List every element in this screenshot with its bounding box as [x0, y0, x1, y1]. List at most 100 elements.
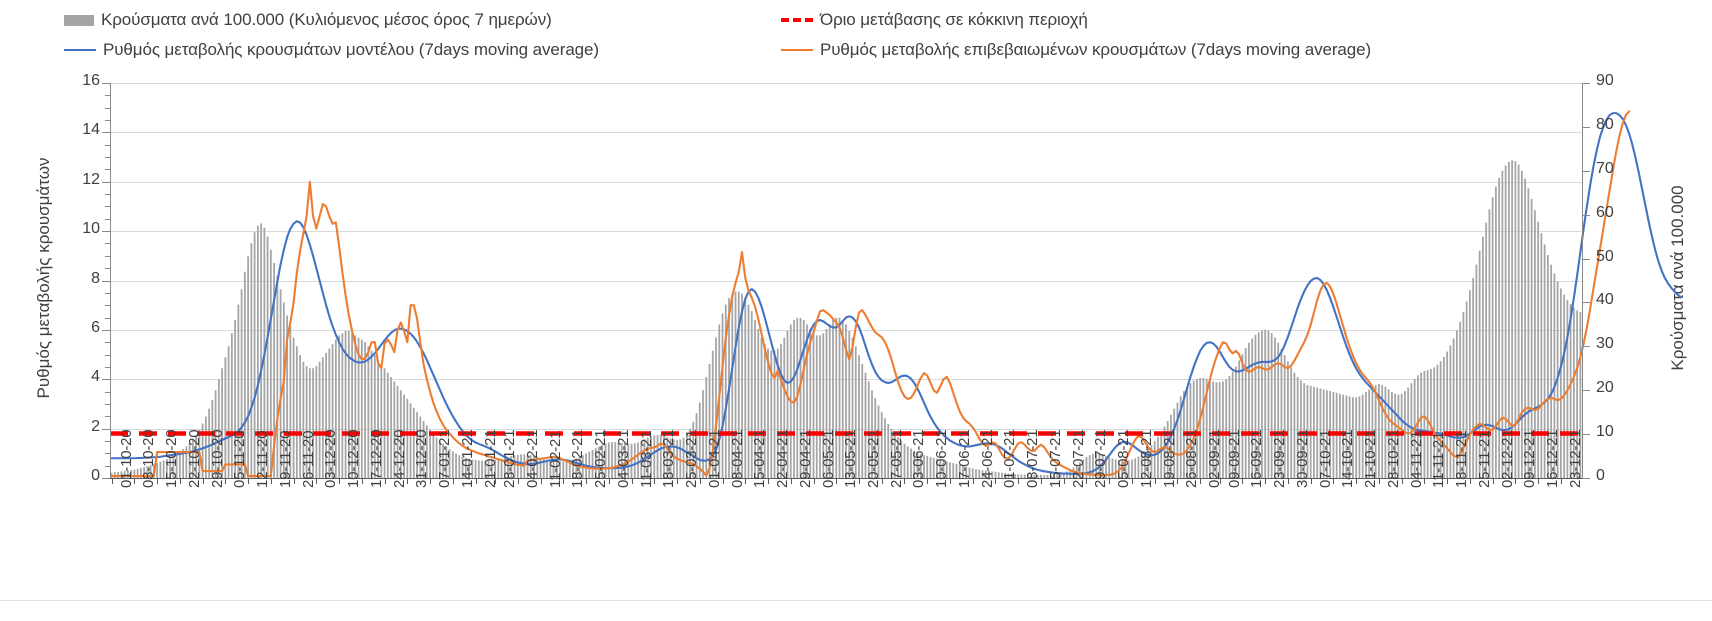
y-axis-right-tick-mark — [1582, 302, 1590, 304]
x-axis-tick-label: 23-09-21 — [1271, 429, 1289, 488]
x-axis-tick-mark — [111, 478, 113, 484]
x-axis-tick-label: 01-04-21 — [705, 429, 723, 488]
x-axis-tick-mark — [995, 478, 997, 484]
x-axis-tick-mark — [179, 478, 181, 484]
x-axis-tick-mark — [949, 478, 951, 484]
x-axis-tick-mark — [339, 478, 341, 484]
bar-series-layer — [110, 160, 1582, 479]
x-axis-tick-mark — [1200, 478, 1202, 484]
y-axis-left-minor-tick — [105, 453, 110, 455]
y-axis-right-tick-mark — [1582, 390, 1590, 392]
legend-item-model-line[interactable]: Ρυθμός μεταβολής κρουσμάτων μοντέλου (7d… — [64, 39, 599, 61]
y-axis-left-minor-tick — [105, 342, 110, 344]
y-axis-right-line — [1582, 83, 1583, 478]
line-swatch-icon — [64, 49, 96, 51]
y-axis-left-tick-label: 0 — [91, 467, 100, 484]
legend-label-model-line: Ρυθμός μεταβολής κρουσμάτων μοντέλου (7d… — [103, 40, 599, 59]
y-axis-left-tick-mark — [102, 428, 110, 430]
y-axis-left-minor-tick — [105, 465, 110, 467]
x-axis-tick-mark — [1063, 478, 1065, 484]
x-axis-tick-mark — [1109, 478, 1111, 484]
x-axis-tick-mark — [768, 478, 769, 484]
x-axis-tick-label: 01-07-21 — [1001, 429, 1019, 488]
x-axis-tick-label: 21-10-21 — [1362, 429, 1380, 488]
y-axis-right-tick-label: 70 — [1596, 159, 1614, 177]
y-axis-right-tick-label: 10 — [1596, 423, 1614, 441]
gridline — [110, 181, 1582, 183]
y-axis-left-minor-tick — [105, 169, 110, 171]
y-axis-left-minor-tick — [105, 440, 110, 442]
x-axis-tick-mark — [1333, 478, 1335, 484]
x-axis-tick-mark — [1131, 478, 1133, 484]
y-axis-left-tick-label: 16 — [82, 72, 100, 89]
legend-item-confirmed-line[interactable]: Ρυθμός μεταβολής επιβεβαιωμένων κρουσμάτ… — [781, 39, 1371, 61]
x-axis-tick-mark — [699, 478, 701, 484]
y-axis-left-minor-tick — [105, 157, 110, 159]
y-axis-left-tick-mark — [102, 83, 110, 84]
x-axis-line — [110, 478, 1582, 479]
x-axis-tick-mark — [972, 478, 974, 484]
x-axis-tick-label: 16-09-21 — [1248, 429, 1266, 488]
x-axis-tick-label: 19-11-20 — [276, 430, 294, 488]
x-axis-tick-label: 10-12-20 — [345, 429, 363, 488]
y-axis-right-tick-label: 40 — [1596, 291, 1614, 309]
x-axis-tick-label: 09-09-21 — [1225, 429, 1243, 488]
x-axis-tick-mark — [384, 478, 386, 484]
x-axis-tick-label: 11-02-21 — [546, 430, 564, 488]
x-axis-tick-label: 03-12-20 — [322, 429, 340, 488]
x-axis-tick-mark — [407, 478, 409, 484]
x-axis-tick-mark — [1515, 478, 1517, 484]
x-axis-tick-mark — [927, 478, 929, 484]
y-axis-left-tick-label: 14 — [82, 121, 100, 139]
y-axis-left-minor-tick — [105, 403, 110, 405]
x-axis-tick-mark — [157, 478, 159, 484]
y-axis-left-tick-label: 10 — [82, 220, 100, 238]
x-axis-tick-mark — [836, 478, 838, 484]
y-axis-right-tick-label: 20 — [1596, 379, 1614, 397]
legend-item-threshold[interactable]: Όριο μετάβασης σε κόκκινη περιοχή — [781, 9, 1088, 31]
gridline — [110, 132, 1582, 134]
y-axis-right-tick-label: 30 — [1596, 335, 1614, 353]
x-axis-tick-label: 15-04-21 — [751, 429, 769, 488]
gridline — [110, 280, 1582, 282]
legend-item-cases-bars[interactable]: Κρούσματα ανά 100.000 (Κυλιόμενος μέσος … — [64, 9, 552, 31]
x-axis-tick-mark — [248, 478, 250, 484]
y-axis-left-tick-label: 2 — [91, 417, 100, 435]
x-axis-tick-label: 04-11-21 — [1407, 430, 1425, 488]
y-axis-left-tick-label: 8 — [91, 269, 100, 287]
x-axis-tick-mark — [1356, 478, 1358, 484]
y-axis-right-title: Κρούσματα ανά 100.000 — [1668, 185, 1687, 371]
x-axis-tick-mark — [1447, 478, 1449, 484]
x-axis-tick-label: 01-10-20 — [117, 429, 135, 488]
x-axis-tick-mark — [904, 478, 906, 484]
y-axis-left-tick-mark — [102, 478, 110, 479]
x-axis-tick-mark — [361, 478, 363, 484]
x-axis-tick-label: 14-10-21 — [1339, 429, 1357, 488]
x-axis-tick-mark — [1401, 478, 1403, 484]
line-swatch-orange-icon — [781, 49, 813, 51]
x-axis-tick-label: 07-10-21 — [1316, 429, 1334, 488]
x-axis-tick-mark — [1560, 478, 1562, 484]
x-axis-tick-label: 14-01-21 — [458, 429, 476, 488]
x-axis-tick-label: 17-12-20 — [367, 429, 385, 488]
x-axis-tick-label: 12-11-20 — [254, 430, 272, 488]
x-axis-tick-label: 07-01-21 — [436, 429, 454, 488]
y-axis-right-tick-mark — [1582, 434, 1590, 436]
x-axis-tick-label: 04-03-21 — [614, 429, 632, 488]
y-axis-left-tick-mark — [102, 132, 110, 134]
x-axis-tick-label: 26-08-21 — [1183, 429, 1201, 488]
x-axis-tick-mark — [745, 478, 747, 484]
y-axis-left-minor-tick — [105, 268, 110, 270]
y-axis-left-minor-tick — [105, 194, 110, 196]
x-axis-tick-mark — [722, 478, 724, 484]
x-axis-tick-label: 05-11-20 — [231, 430, 249, 488]
x-axis-tick-mark — [1154, 478, 1156, 484]
y-axis-left-minor-tick — [105, 354, 110, 356]
y-axis-left-minor-tick — [105, 292, 110, 294]
legend-label-confirmed-line: Ρυθμός μεταβολής επιβεβαιωμένων κρουσμάτ… — [820, 40, 1372, 59]
x-axis-tick-label: 31-12-20 — [413, 429, 431, 488]
gridline — [110, 231, 1582, 233]
x-axis-tick-label: 08-10-20 — [140, 429, 158, 488]
y-axis-left-minor-tick — [105, 416, 110, 418]
